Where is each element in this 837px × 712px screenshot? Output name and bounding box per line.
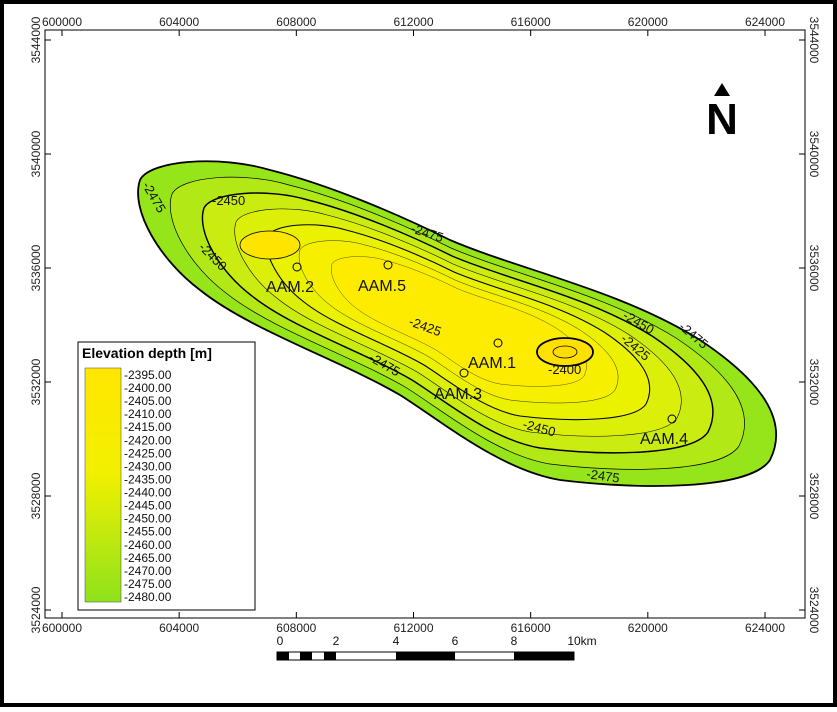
scale-label: 8 xyxy=(511,634,518,648)
scale-bar: 0 2 4 6 8 10km xyxy=(276,634,597,661)
x-tick-label: 624000 xyxy=(745,621,785,635)
north-arrow: N xyxy=(706,83,738,144)
legend-title: Elevation depth [m] xyxy=(82,345,212,361)
scale-label: 0 xyxy=(277,634,284,648)
scale-bar-segment xyxy=(396,652,455,660)
legend-entry: -2400.00 xyxy=(124,381,172,395)
x-tick-label: 616000 xyxy=(511,15,551,29)
legend-entry: -2480.00 xyxy=(124,590,172,604)
x-tick-label: 600000 xyxy=(42,621,82,635)
scale-bar-segment xyxy=(324,652,336,660)
well-label: AAM.1 xyxy=(468,355,516,372)
scale-label: 2 xyxy=(333,634,340,648)
x-tick-label: 620000 xyxy=(628,621,668,635)
legend-entry: -2425.00 xyxy=(124,446,172,460)
y-tick-label: 3524000 xyxy=(807,587,821,634)
x-tick-label: 616000 xyxy=(511,621,551,635)
legend-entry: -2455.00 xyxy=(124,525,172,539)
scale-bar-segment xyxy=(300,652,312,660)
wells xyxy=(292,260,677,424)
legend-entry: -2440.00 xyxy=(124,486,172,500)
scale-bar-segment xyxy=(277,652,289,660)
x-tick-label: 612000 xyxy=(393,621,433,635)
legend-entry: -2470.00 xyxy=(124,564,172,578)
y-tick-label: 3528000 xyxy=(29,472,43,519)
scale-label: 6 xyxy=(452,634,459,648)
well-label: AAM.2 xyxy=(266,279,314,296)
well-marker xyxy=(383,260,393,270)
scale-label: 10km xyxy=(567,634,596,648)
legend-entry: -2460.00 xyxy=(124,538,172,552)
y-tick-label: 3540000 xyxy=(807,131,821,178)
y-tick-label: 3532000 xyxy=(807,359,821,406)
x-tick-label: 600000 xyxy=(42,15,82,29)
contour-label: -2400 xyxy=(548,362,581,377)
axes: 600000 600000 604000 604000 608000 608000 6120… xyxy=(29,15,821,635)
x-tick-label: 620000 xyxy=(628,15,668,29)
well-label: AAM.4 xyxy=(640,431,688,448)
contour-label: -2450 xyxy=(212,193,245,208)
x-tick-label: 604000 xyxy=(159,15,199,29)
y-tick-label: 3524000 xyxy=(29,586,43,633)
y-tick-label: 3544000 xyxy=(29,16,43,63)
x-tick-label: 608000 xyxy=(276,15,316,29)
legend: Elevation depth [m] -2395.00-2400.00-240… xyxy=(77,341,256,611)
well-label: AAM.3 xyxy=(434,386,482,403)
well-marker xyxy=(292,262,302,272)
y-tick-label: 3528000 xyxy=(807,473,821,520)
north-arrowhead xyxy=(714,83,730,96)
well-label: AAM.5 xyxy=(358,278,406,295)
legend-entry: -2430.00 xyxy=(124,459,172,473)
legend-entry: -2435.00 xyxy=(124,472,172,486)
legend-entry: -2420.00 xyxy=(124,433,172,447)
well-marker xyxy=(667,414,677,424)
legend-entry: -2475.00 xyxy=(124,577,172,591)
contour-label: -2475 xyxy=(586,466,621,485)
well-marker xyxy=(459,368,469,378)
y-tick-label: 3540000 xyxy=(29,130,43,177)
scale-bar-segment xyxy=(514,652,574,660)
legend-entry: -2410.00 xyxy=(124,407,172,421)
legend-entry: -2395.00 xyxy=(124,368,172,382)
x-tick-label: 608000 xyxy=(276,621,316,635)
legend-entry: -2465.00 xyxy=(124,551,172,565)
x-tick-label: 624000 xyxy=(745,15,785,29)
contour xyxy=(552,345,578,359)
contour-surface xyxy=(137,160,778,487)
legend-entry: -2405.00 xyxy=(124,394,172,408)
color-bar xyxy=(84,367,122,603)
x-tick-label: 612000 xyxy=(393,15,433,29)
legend-entry: -2450.00 xyxy=(124,512,172,526)
y-tick-label: 3544000 xyxy=(807,17,821,64)
legend-entry: -2415.00 xyxy=(124,420,172,434)
y-tick-label: 3536000 xyxy=(807,245,821,292)
contour xyxy=(239,230,301,260)
legend-entry: -2445.00 xyxy=(124,499,172,513)
north-label: N xyxy=(706,95,738,144)
y-tick-label: 3536000 xyxy=(29,244,43,291)
well-marker xyxy=(493,338,503,348)
scale-label: 4 xyxy=(393,634,400,648)
y-tick-label: 3532000 xyxy=(29,358,43,405)
x-tick-label: 604000 xyxy=(159,621,199,635)
